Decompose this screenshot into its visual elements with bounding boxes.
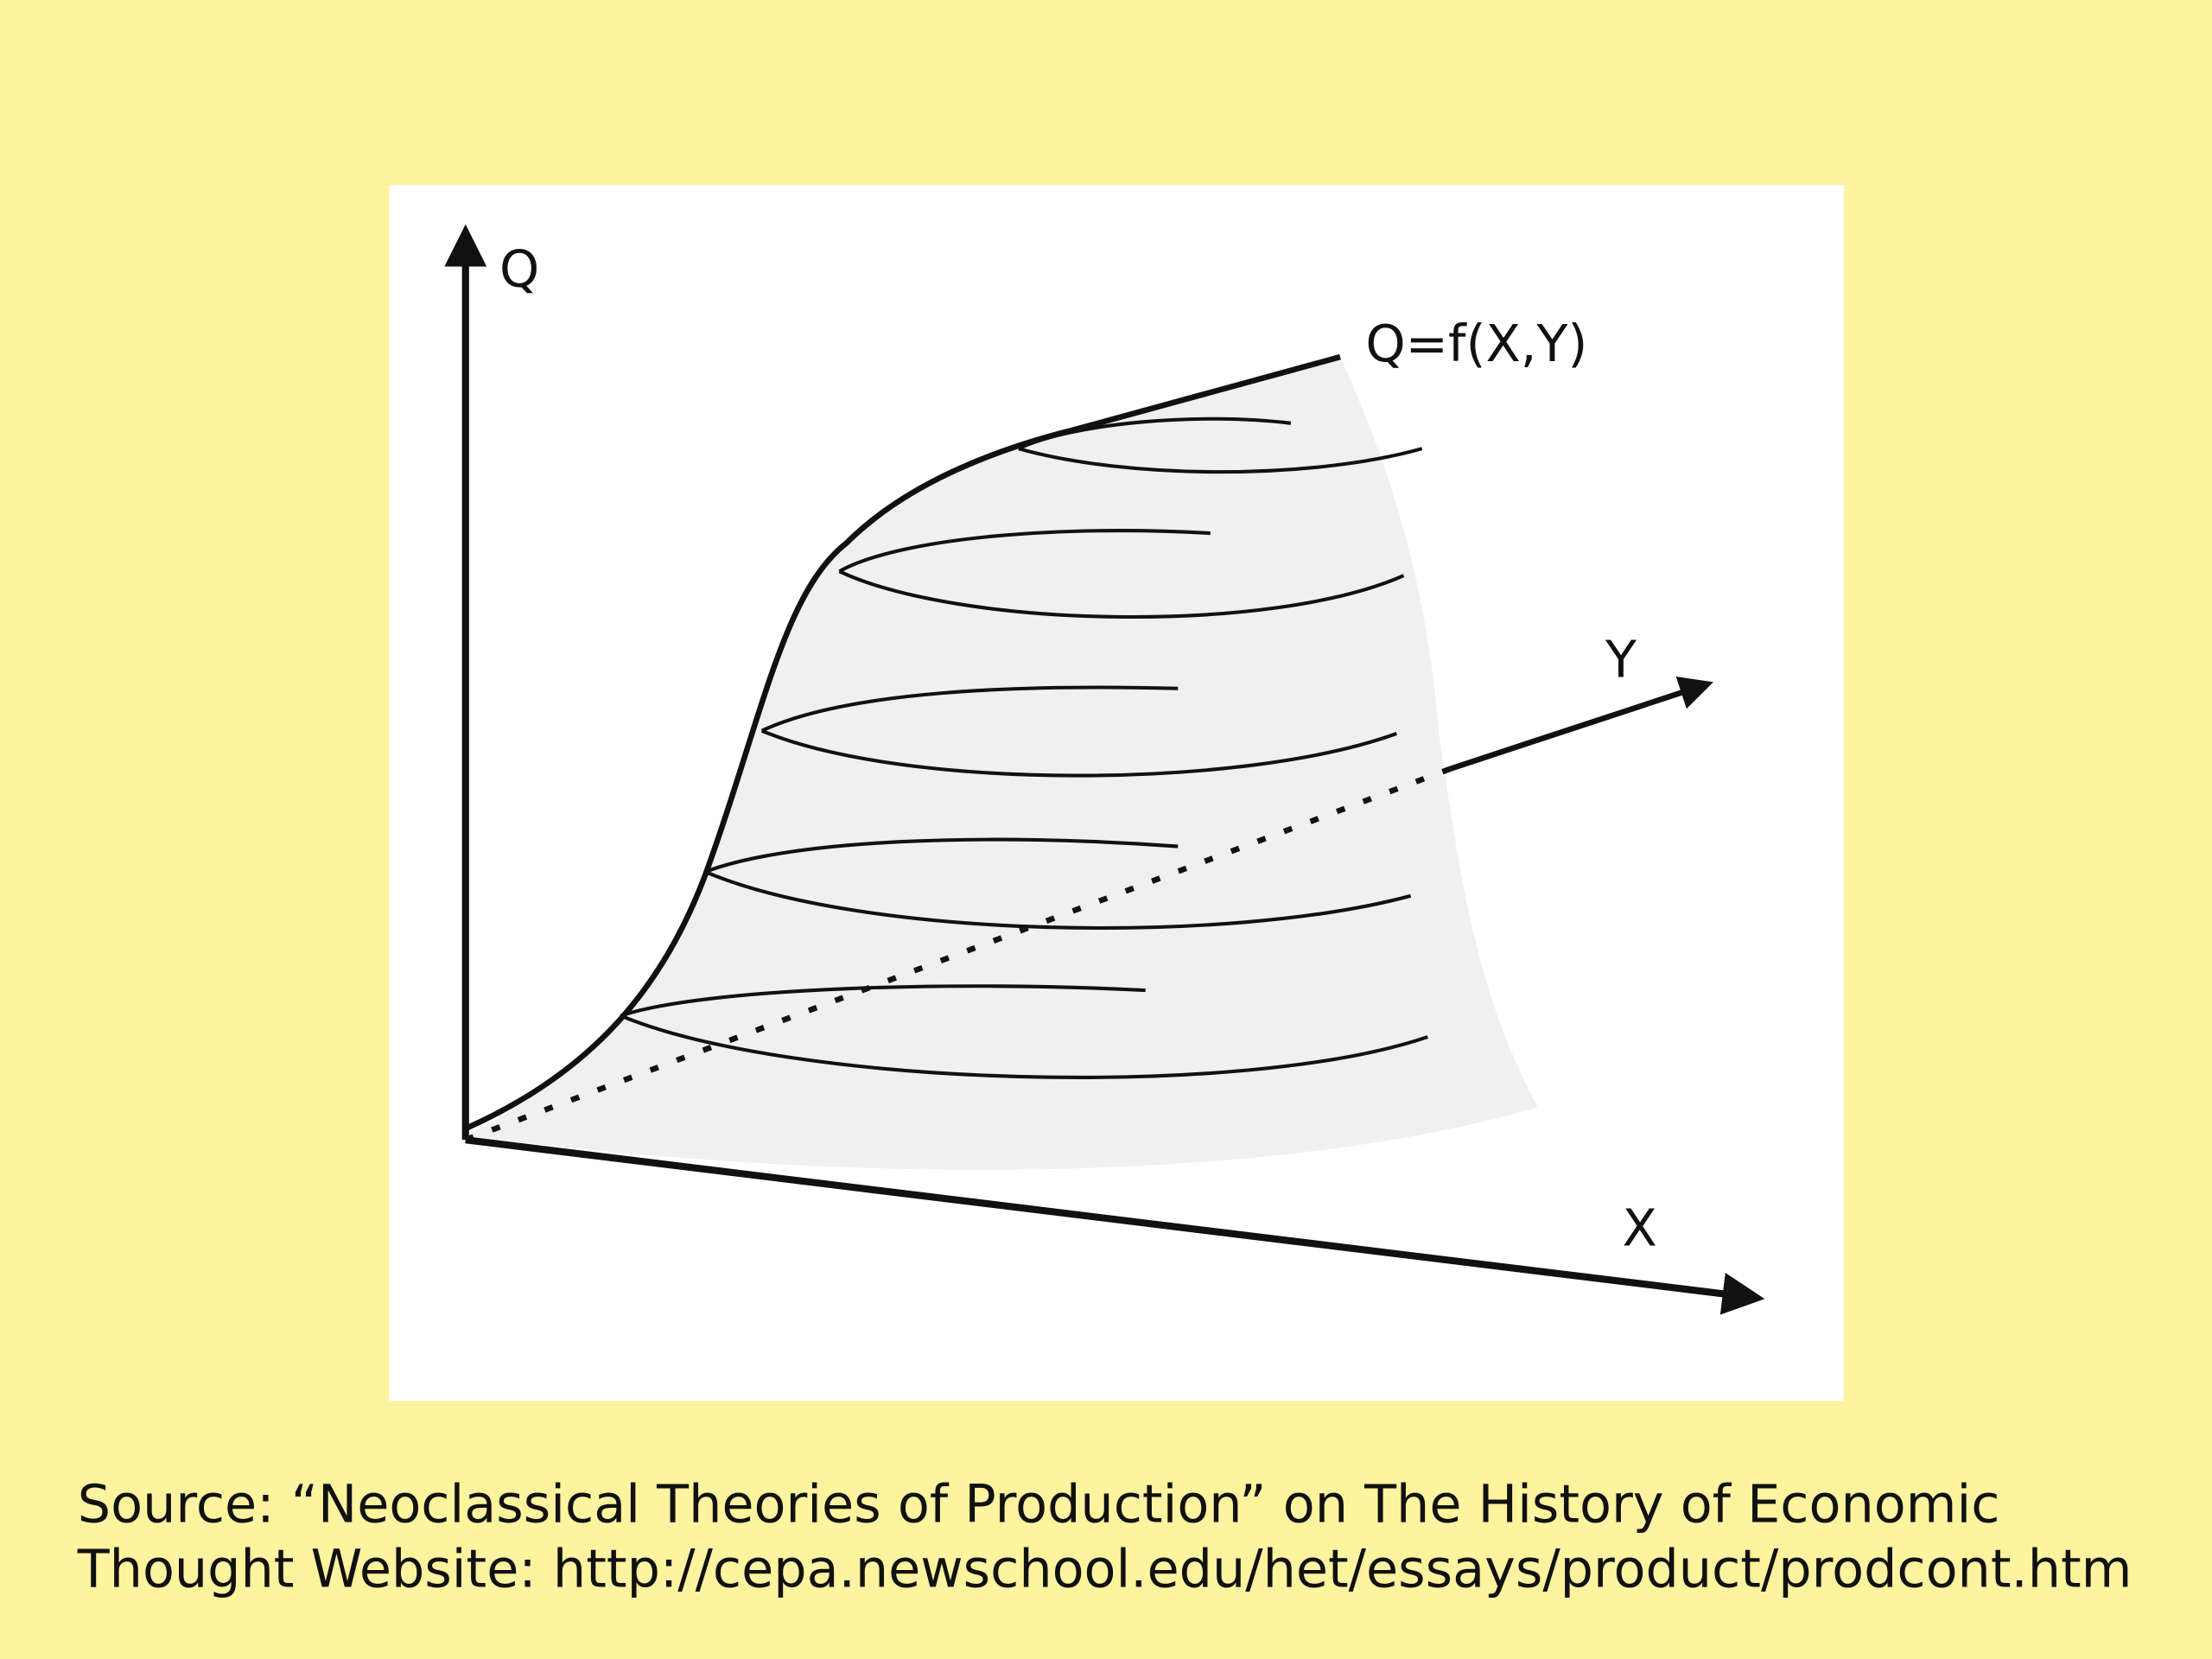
contour — [704, 837, 1412, 930]
q-label: Q — [499, 238, 539, 298]
x-label: X — [1623, 1198, 1657, 1258]
contour — [760, 685, 1398, 778]
y-axis — [1449, 677, 1713, 772]
x-axis — [465, 1136, 1765, 1315]
production-curve — [464, 353, 1341, 1132]
contour — [620, 984, 1428, 1079]
source-line: Source: “Neoclassical Theories of Produc… — [78, 1475, 2000, 1535]
function-label: Q=f(X,Y) — [1365, 314, 1587, 373]
y-label: Y — [1605, 630, 1637, 690]
source-line: Thought Website: http://cepa.newschool.e… — [77, 1540, 2133, 1600]
production-surface — [465, 357, 1538, 1170]
contour — [838, 529, 1405, 620]
contour-lines — [620, 416, 1428, 1079]
y-axis-hidden — [464, 766, 1452, 1143]
